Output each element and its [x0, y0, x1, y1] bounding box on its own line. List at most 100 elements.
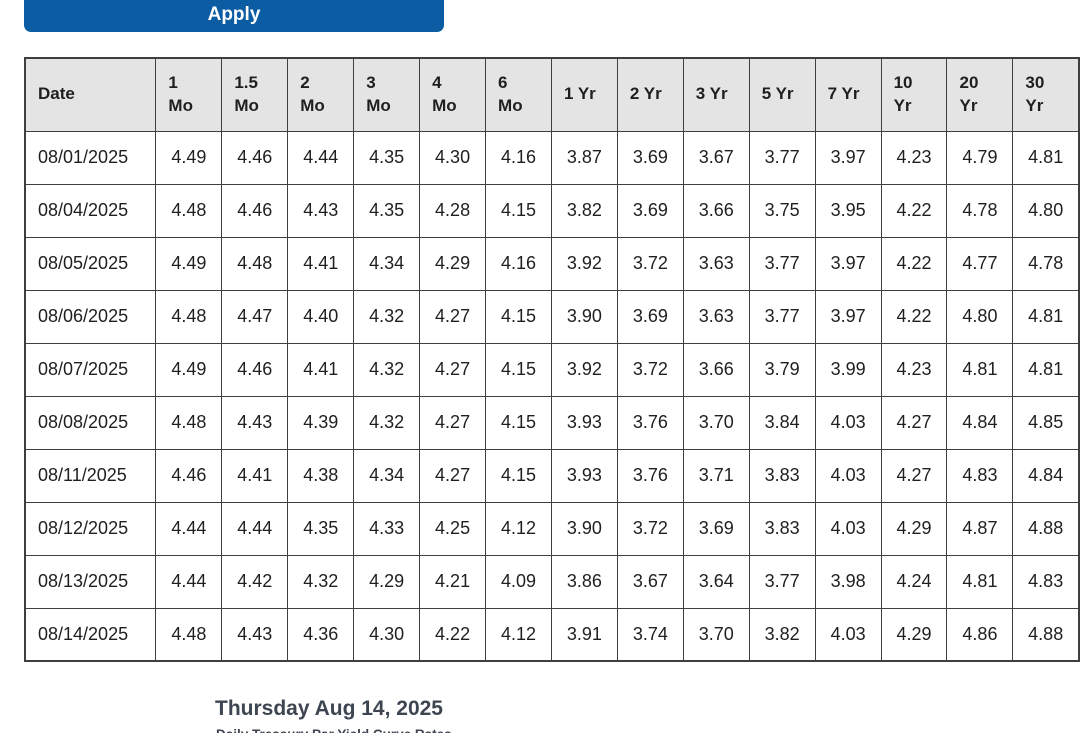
- rate-cell: 4.46: [221, 183, 289, 238]
- rate-cell: 3.77: [748, 130, 816, 185]
- rate-cell: 4.44: [155, 501, 223, 556]
- rate-cell: 4.29: [880, 607, 948, 662]
- rate-cell: 3.76: [616, 448, 684, 503]
- rate-cell: 3.86: [550, 554, 618, 609]
- rate-cell: 4.29: [353, 554, 421, 609]
- rate-cell: 4.49: [155, 342, 223, 397]
- rate-cell: 4.48: [155, 607, 223, 662]
- rate-cell: 3.72: [616, 342, 684, 397]
- rate-cell: 3.79: [748, 342, 816, 397]
- rate-cell: 4.36: [287, 607, 355, 662]
- rate-cell: 3.69: [616, 289, 684, 344]
- rate-cell: 3.87: [550, 130, 618, 185]
- rate-cell: 4.22: [880, 289, 948, 344]
- rate-cell: 4.41: [221, 448, 289, 503]
- date-cell: 08/11/2025: [24, 448, 157, 503]
- table-header-row: Date 1 Mo 1.5 Mo 2 Mo 3 Mo 4 Mo 6 Mo 1 Yr 2 Yr 3 Yr 5 Yr…: [24, 57, 1080, 132]
- column-header-30-yr: 30 Yr: [1012, 57, 1080, 132]
- rate-cell: 4.81: [946, 554, 1014, 609]
- rate-cell: 4.87: [946, 501, 1014, 556]
- rate-cell: 4.81: [946, 342, 1014, 397]
- date-cell: 08/14/2025: [24, 607, 157, 662]
- table-row: 08/05/2025 4.49 4.48 4.41 4.34 4.29 4.16 3.92 3.…: [24, 236, 1080, 291]
- rate-cell: 4.35: [287, 501, 355, 556]
- table-row: 08/11/2025 4.46 4.41 4.38 4.34 4.27 4.15 3.93 3.…: [24, 448, 1080, 503]
- rate-cell: 3.72: [616, 501, 684, 556]
- rate-cell: 3.97: [814, 236, 882, 291]
- rate-cell: 4.16: [485, 130, 552, 185]
- rate-cell: 4.21: [419, 554, 487, 609]
- column-header-1-yr: 1 Yr: [550, 57, 618, 132]
- rate-cell: 4.48: [221, 236, 289, 291]
- rate-cell: 4.85: [1012, 395, 1080, 450]
- rate-cell: 4.77: [946, 236, 1014, 291]
- table-row: 08/07/2025 4.49 4.46 4.41 4.32 4.27 4.15 3.92 3.…: [24, 342, 1080, 397]
- rate-cell: 4.80: [1012, 183, 1080, 238]
- rate-cell: 4.42: [221, 554, 289, 609]
- rate-cell: 4.03: [814, 607, 882, 662]
- rate-cell: 4.32: [353, 289, 421, 344]
- column-header-1-5-mo: 1.5 Mo: [221, 57, 289, 132]
- date-cell: 08/12/2025: [24, 501, 157, 556]
- rate-cell: 4.27: [880, 395, 948, 450]
- rate-cell: 4.29: [419, 236, 487, 291]
- rate-cell: 4.12: [485, 501, 552, 556]
- column-header-10-yr: 10 Yr: [880, 57, 948, 132]
- table-row: 08/14/2025 4.48 4.43 4.36 4.30 4.22 4.12 3.91 3.…: [24, 607, 1080, 662]
- rate-cell: 4.88: [1012, 501, 1080, 556]
- column-header-4-mo: 4 Mo: [419, 57, 487, 132]
- rate-cell: 3.64: [682, 554, 750, 609]
- apply-button[interactable]: Apply: [24, 0, 444, 32]
- rate-cell: 4.30: [353, 607, 421, 662]
- rate-cell: 4.78: [1012, 236, 1080, 291]
- date-cell: 08/13/2025: [24, 554, 157, 609]
- rate-cell: 4.35: [353, 130, 421, 185]
- rate-cell: 4.48: [155, 289, 223, 344]
- rate-cell: 4.24: [880, 554, 948, 609]
- rate-cell: 4.16: [485, 236, 552, 291]
- column-header-3-mo: 3 Mo: [353, 57, 421, 132]
- rate-cell: 3.91: [550, 607, 618, 662]
- rate-cell: 3.83: [748, 448, 816, 503]
- column-header-6-mo: 6 Mo: [485, 57, 552, 132]
- date-cell: 08/06/2025: [24, 289, 157, 344]
- rate-cell: 4.23: [880, 342, 948, 397]
- rate-cell: 3.92: [550, 236, 618, 291]
- rate-cell: 4.09: [485, 554, 552, 609]
- rate-cell: 4.44: [221, 501, 289, 556]
- rate-cell: 3.99: [814, 342, 882, 397]
- rate-cell: 3.69: [616, 183, 684, 238]
- rate-cell: 4.27: [419, 289, 487, 344]
- rate-cell: 3.95: [814, 183, 882, 238]
- rate-cell: 3.72: [616, 236, 684, 291]
- rate-cell: 3.90: [550, 501, 618, 556]
- apply-button-label: Apply: [207, 4, 261, 25]
- rate-cell: 4.32: [287, 554, 355, 609]
- table-row: 08/06/2025 4.48 4.47 4.40 4.32 4.27 4.15 3.90 3.…: [24, 289, 1080, 344]
- rate-cell: 4.48: [155, 183, 223, 238]
- rate-cell: 3.69: [682, 501, 750, 556]
- date-cell: 08/01/2025: [24, 130, 157, 185]
- rate-cell: 3.66: [682, 183, 750, 238]
- rate-cell: 4.43: [221, 395, 289, 450]
- rate-cell: 4.27: [419, 342, 487, 397]
- rate-cell: 4.44: [287, 130, 355, 185]
- rate-cell: 4.41: [287, 236, 355, 291]
- rate-cell: 3.66: [682, 342, 750, 397]
- rate-cell: 3.77: [748, 554, 816, 609]
- column-header-3-yr: 3 Yr: [682, 57, 750, 132]
- rate-cell: 3.63: [682, 289, 750, 344]
- rate-cell: 4.15: [485, 395, 552, 450]
- rate-cell: 3.74: [616, 607, 684, 662]
- rate-cell: 4.81: [1012, 289, 1080, 344]
- rate-cell: 3.70: [682, 607, 750, 662]
- rate-cell: 4.27: [419, 395, 487, 450]
- treasury-rates-table: Date 1 Mo 1.5 Mo 2 Mo 3 Mo 4 Mo 6 Mo 1 Yr 2 Yr 3 Yr 5 Yr…: [24, 57, 1080, 662]
- rate-cell: 3.71: [682, 448, 750, 503]
- rate-cell: 4.34: [353, 236, 421, 291]
- rate-cell: 3.83: [748, 501, 816, 556]
- rate-cell: 4.83: [946, 448, 1014, 503]
- rate-cell: 4.46: [155, 448, 223, 503]
- date-cell: 08/04/2025: [24, 183, 157, 238]
- rate-cell: 4.15: [485, 289, 552, 344]
